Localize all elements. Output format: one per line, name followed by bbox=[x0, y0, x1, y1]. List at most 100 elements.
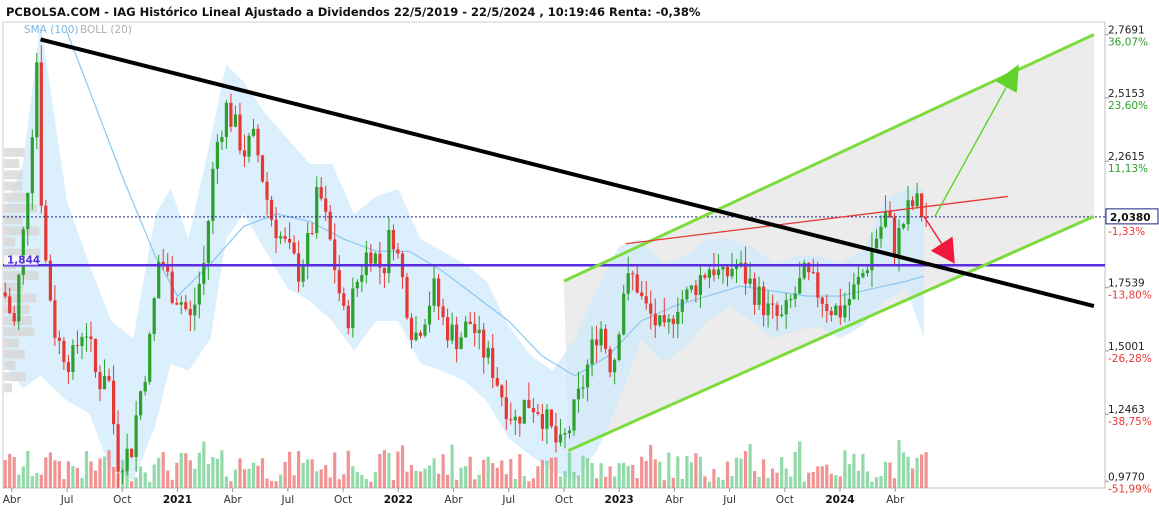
volume-bar bbox=[816, 466, 820, 488]
volume-bar bbox=[310, 459, 314, 488]
candle-body bbox=[775, 304, 779, 316]
x-tick-label: Abr bbox=[886, 494, 905, 506]
volume-bar bbox=[531, 478, 535, 488]
volume-bar bbox=[540, 459, 544, 488]
channel-fill bbox=[563, 34, 1094, 451]
volume-bar bbox=[139, 466, 143, 488]
volume-bar bbox=[617, 463, 621, 488]
volume-bar bbox=[513, 479, 517, 488]
volume-bar bbox=[427, 465, 432, 488]
candle-body bbox=[459, 337, 463, 350]
volume-bar bbox=[780, 457, 784, 488]
candle-body bbox=[703, 275, 707, 278]
candle-body bbox=[771, 303, 775, 305]
candle-body bbox=[315, 187, 319, 234]
volume-bar bbox=[193, 468, 197, 488]
candle-body bbox=[396, 249, 400, 254]
candle-body bbox=[382, 267, 386, 274]
x-tick-label: Oct bbox=[555, 494, 573, 506]
volume-bar bbox=[635, 478, 639, 488]
volume-bar bbox=[297, 451, 301, 488]
volume-bar bbox=[753, 471, 757, 488]
x-tick-label: Jul bbox=[60, 494, 74, 506]
candle-body bbox=[464, 321, 468, 338]
volume-bar bbox=[39, 474, 43, 488]
candle-body bbox=[847, 299, 851, 306]
candle-body bbox=[17, 274, 21, 322]
candle-body bbox=[418, 332, 423, 336]
candle-body bbox=[604, 328, 608, 349]
volume-bar bbox=[558, 476, 563, 488]
candle-body bbox=[179, 302, 183, 305]
volume-bar bbox=[581, 455, 585, 488]
volume-bar bbox=[206, 464, 210, 488]
volume-bar bbox=[450, 444, 454, 488]
volume-bar bbox=[820, 466, 824, 488]
volume-bar bbox=[793, 451, 797, 488]
volume-bar bbox=[134, 477, 138, 488]
volume-bar bbox=[861, 454, 865, 488]
candle-body bbox=[802, 262, 806, 279]
candle-body bbox=[242, 150, 247, 157]
candle-body bbox=[581, 387, 585, 389]
volume-bar bbox=[256, 465, 260, 488]
sma-line bbox=[66, 31, 925, 377]
volume-bar bbox=[112, 467, 116, 488]
candle-body bbox=[455, 324, 459, 350]
candle-body bbox=[84, 336, 89, 338]
candle-body bbox=[188, 309, 192, 316]
candle-body bbox=[170, 271, 174, 303]
candle-body bbox=[825, 303, 829, 311]
green-arrow-head bbox=[995, 64, 1019, 93]
volume-bar bbox=[522, 476, 526, 488]
volume-bar bbox=[369, 481, 373, 488]
y-tick-price: 2,5153 bbox=[1108, 88, 1145, 100]
volume-bar bbox=[766, 477, 770, 488]
x-tick-label: 2023 bbox=[605, 494, 634, 506]
volume-bar bbox=[328, 477, 332, 488]
volume-bar bbox=[260, 458, 265, 488]
volume-bar bbox=[874, 477, 879, 488]
x-tick-label: 2024 bbox=[825, 494, 854, 506]
candle-body bbox=[649, 303, 653, 314]
volume-bar bbox=[590, 463, 594, 488]
candle-body bbox=[107, 376, 111, 381]
volume-profile-bar bbox=[4, 282, 24, 292]
volume-profile-bar bbox=[4, 327, 35, 337]
volume-bar bbox=[473, 479, 477, 488]
candle-body bbox=[685, 289, 689, 300]
candle-body bbox=[798, 278, 802, 294]
candle-body bbox=[193, 304, 197, 316]
volume-bar bbox=[62, 479, 66, 488]
candle-body bbox=[870, 248, 874, 271]
candle-body bbox=[328, 211, 332, 240]
candle-body bbox=[576, 388, 581, 400]
volume-bar bbox=[238, 458, 242, 488]
resistance-line bbox=[625, 195, 1008, 245]
candle-body bbox=[224, 102, 228, 137]
candle-body bbox=[62, 340, 66, 362]
candle-body bbox=[716, 269, 721, 276]
volume-bar bbox=[563, 471, 567, 488]
volume-bar bbox=[175, 462, 179, 488]
volume-bar bbox=[554, 457, 558, 488]
volume-bar bbox=[811, 471, 815, 488]
volume-bar bbox=[879, 476, 883, 488]
candle-body bbox=[820, 297, 824, 304]
volume-bar bbox=[459, 467, 463, 488]
volume-bar bbox=[504, 474, 508, 488]
volume-bar bbox=[405, 471, 409, 488]
candle-body bbox=[274, 219, 278, 239]
candle-body bbox=[486, 347, 490, 358]
x-tick-label: Jul bbox=[722, 494, 736, 506]
channel-layer bbox=[563, 34, 1094, 451]
candle-body bbox=[139, 391, 143, 416]
volume-bar bbox=[721, 479, 725, 488]
volume-bar bbox=[595, 478, 599, 488]
candle-body bbox=[504, 397, 508, 420]
volume-bar bbox=[694, 453, 698, 488]
candle-body bbox=[554, 426, 558, 443]
volume-bar bbox=[93, 470, 98, 488]
candle-body bbox=[360, 275, 364, 282]
